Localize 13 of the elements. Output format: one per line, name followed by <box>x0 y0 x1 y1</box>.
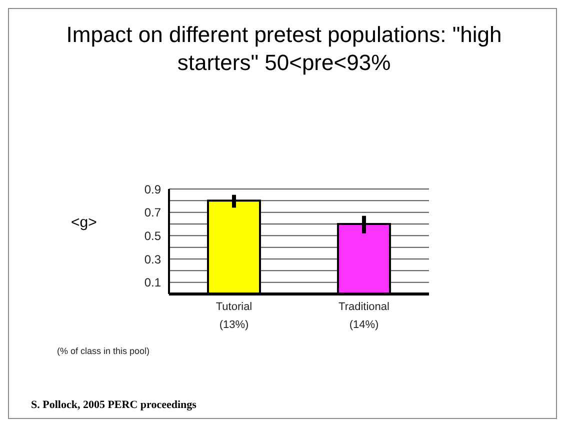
text: (13%) <box>218 319 250 331</box>
y-tick-label: 0.9 <box>144 182 162 196</box>
text: S. Pollock, 2005 PERC proceedings <box>31 399 196 411</box>
x-tick-label: Traditional <box>338 300 390 313</box>
text: (14%) <box>348 319 380 331</box>
chart-title: Impact on different pretest populations: "high starters" 50<pre<93% <box>65 21 503 77</box>
y-tick-label: 0.1 <box>144 276 162 290</box>
y-axis-title: <g> <box>71 214 97 231</box>
y-tick-label: 0.3 <box>144 252 162 266</box>
text: (% of class in this pool) <box>57 346 150 356</box>
y-tick-label: 0.7 <box>144 206 162 220</box>
x-tick-label: Tutorial <box>216 300 252 313</box>
y-tick-label: 0.5 <box>144 228 162 243</box>
